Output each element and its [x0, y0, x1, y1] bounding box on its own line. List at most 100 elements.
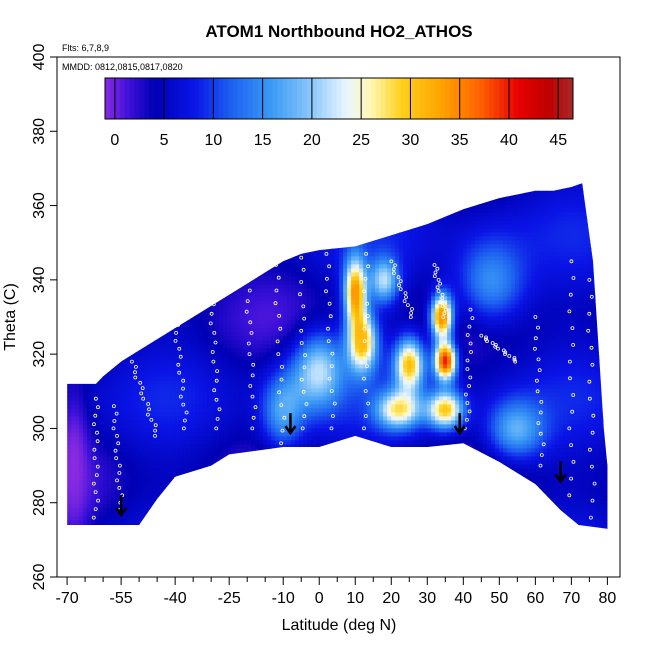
heat-cell [495, 296, 500, 301]
heat-cell [563, 200, 568, 205]
heat-cell [215, 312, 220, 317]
heat-cell [495, 284, 500, 289]
heat-cell [379, 312, 384, 317]
heat-cell [491, 236, 496, 241]
heat-cell [427, 244, 432, 249]
heat-cell [535, 264, 540, 269]
heat-cell [511, 300, 516, 305]
heat-cell [535, 252, 540, 257]
heat-cell [535, 280, 540, 285]
heat-cell [487, 212, 492, 217]
heat-cell [451, 312, 456, 317]
heat-cell [251, 300, 256, 305]
heat-cell [539, 204, 544, 209]
heat-cell [431, 280, 436, 285]
heat-cell [503, 296, 508, 301]
heat-cell [435, 272, 440, 277]
heat-cell [475, 296, 480, 301]
heat-cell [443, 272, 448, 277]
heat-cell [515, 196, 520, 201]
heat-cell [311, 312, 316, 317]
heat-cell [575, 224, 580, 229]
heat-cell [223, 312, 228, 317]
heat-cell [575, 292, 580, 297]
heat-cell [443, 244, 448, 249]
heat-cell [423, 284, 428, 289]
heat-cell [479, 288, 484, 293]
heat-cell [407, 312, 412, 317]
heat-cell [379, 256, 384, 261]
heat-cell [487, 296, 492, 301]
heat-cell [307, 304, 312, 309]
heat-cell [563, 276, 568, 281]
heat-cell [395, 240, 400, 245]
heat-cell [371, 252, 376, 257]
heat-cell [391, 280, 396, 285]
heat-cell [339, 264, 344, 269]
heat-cell [319, 276, 324, 281]
heat-cell [495, 308, 500, 313]
heat-cell [531, 192, 536, 197]
heat-cell [547, 232, 552, 237]
heat-cell [555, 272, 560, 277]
heat-cell [387, 304, 392, 309]
heat-cell [455, 216, 460, 221]
heat-cell [331, 252, 336, 257]
heat-cell [555, 268, 560, 273]
heat-cell [451, 292, 456, 297]
heat-cell [299, 260, 304, 265]
heat-cell [511, 224, 516, 229]
heat-cell [575, 196, 580, 201]
heat-cell [451, 248, 456, 253]
heat-cell [323, 260, 328, 265]
heat-cell [523, 252, 528, 257]
heat-cell [479, 224, 484, 229]
heat-cell [563, 196, 568, 201]
heat-cell [411, 276, 416, 281]
heat-cell [567, 232, 572, 237]
heat-cell [503, 220, 508, 225]
heat-cell [475, 268, 480, 273]
heat-cell [439, 224, 444, 229]
heat-cell [343, 304, 348, 309]
heat-cell [583, 252, 588, 257]
heat-cell [203, 312, 208, 317]
heat-cell [439, 256, 444, 261]
heat-cell [247, 292, 252, 297]
heat-cell [575, 188, 580, 193]
heat-cell [523, 272, 528, 277]
heat-cell [547, 236, 552, 241]
heat-cell [547, 196, 552, 201]
heat-cell [523, 240, 528, 245]
heat-cell [563, 212, 568, 217]
heat-cell [403, 308, 408, 313]
heat-cell [559, 268, 564, 273]
heat-cell [551, 296, 556, 301]
heat-cell [535, 268, 540, 273]
heat-cell [431, 272, 436, 277]
heat-cell [499, 272, 504, 277]
heat-cell [551, 224, 556, 229]
heat-cell [511, 248, 516, 253]
heat-cell [531, 272, 536, 277]
heat-cell [399, 244, 404, 249]
heat-cell [423, 296, 428, 301]
heat-cell [523, 244, 528, 249]
heat-cell [291, 256, 296, 261]
heat-cell [315, 272, 320, 277]
heat-cell [315, 308, 320, 313]
heat-cell [415, 264, 420, 269]
heat-cell [539, 264, 544, 269]
heat-cell [315, 296, 320, 301]
heat-cell [543, 196, 548, 201]
heat-cell [519, 256, 524, 261]
heat-cell [367, 300, 372, 305]
heat-cell [319, 300, 324, 305]
heat-cell [459, 300, 464, 305]
heat-cell [267, 272, 272, 277]
heat-cell [527, 304, 532, 309]
heat-cell [499, 204, 504, 209]
heat-cell [315, 288, 320, 293]
heat-cell [499, 304, 504, 309]
heat-cell [507, 220, 512, 225]
